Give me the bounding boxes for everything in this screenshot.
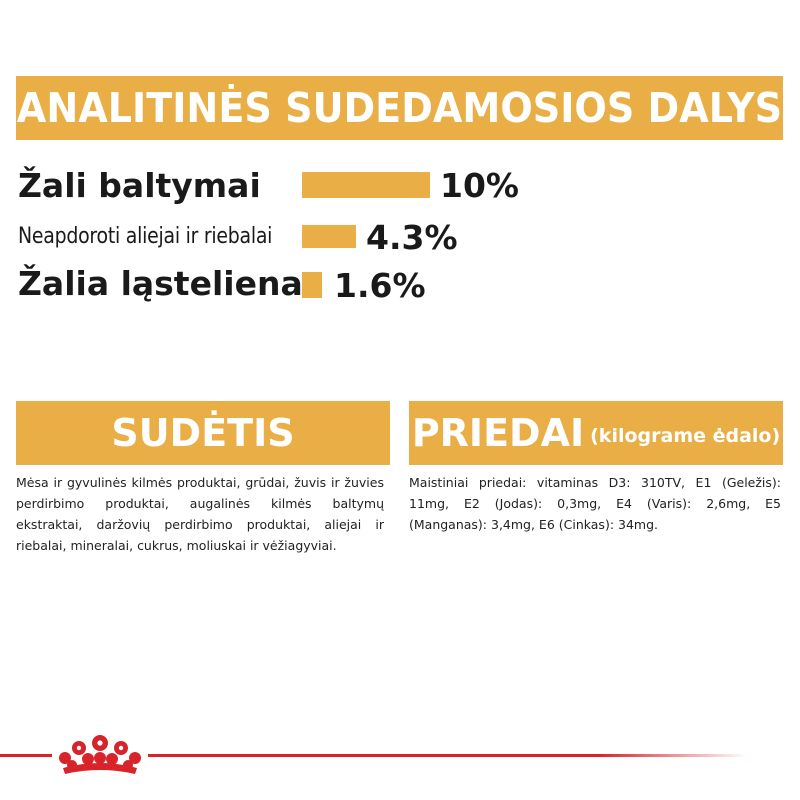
nutrient-bar-protein [302,172,430,198]
nutrient-row-fat: Neapdoroti aliejai ir riebalai 4.3% [18,218,718,268]
analytical-constituents-banner: ANALITINĖS SUDEDAMOSIOS DALYS [16,76,783,140]
nutrient-bar-fibre [302,272,322,298]
composition-title: SUDĖTIS [111,411,295,455]
nutrient-row-fibre: Žalia ląsteliena 1.6% [18,264,718,312]
additives-text: Maistiniai priedai: vitaminas D3: 310TV,… [409,475,781,532]
nutrient-bar-fat [302,225,356,248]
additives-header: PRIEDAI (kilograme ėdalo) [409,401,783,465]
nutrient-value-fat: 4.3% [366,218,458,257]
additives-subtitle: (kilograme ėdalo) [590,425,781,447]
additives-title: PRIEDAI [411,411,585,455]
nutrient-value-protein: 10% [440,166,519,205]
nutrient-label-fat: Neapdoroti aliejai ir riebalai [18,224,273,249]
nutrient-label-fibre: Žalia ląsteliena [18,264,303,303]
crown-icon [59,735,141,774]
nutrient-value-fibre: 1.6% [334,266,426,305]
footer-line-left [0,754,52,757]
nutrient-row-protein: Žali baltymai 10% [18,166,718,214]
nutrient-label-protein: Žali baltymai [18,166,261,205]
footer-line-right [148,754,748,757]
banner-title: ANALITINĖS SUDEDAMOSIOS DALYS [16,84,783,132]
composition-header: SUDĖTIS [16,401,390,465]
composition-text: Mėsa ir gyvulinės kilmės produktai, grūd… [16,475,384,553]
